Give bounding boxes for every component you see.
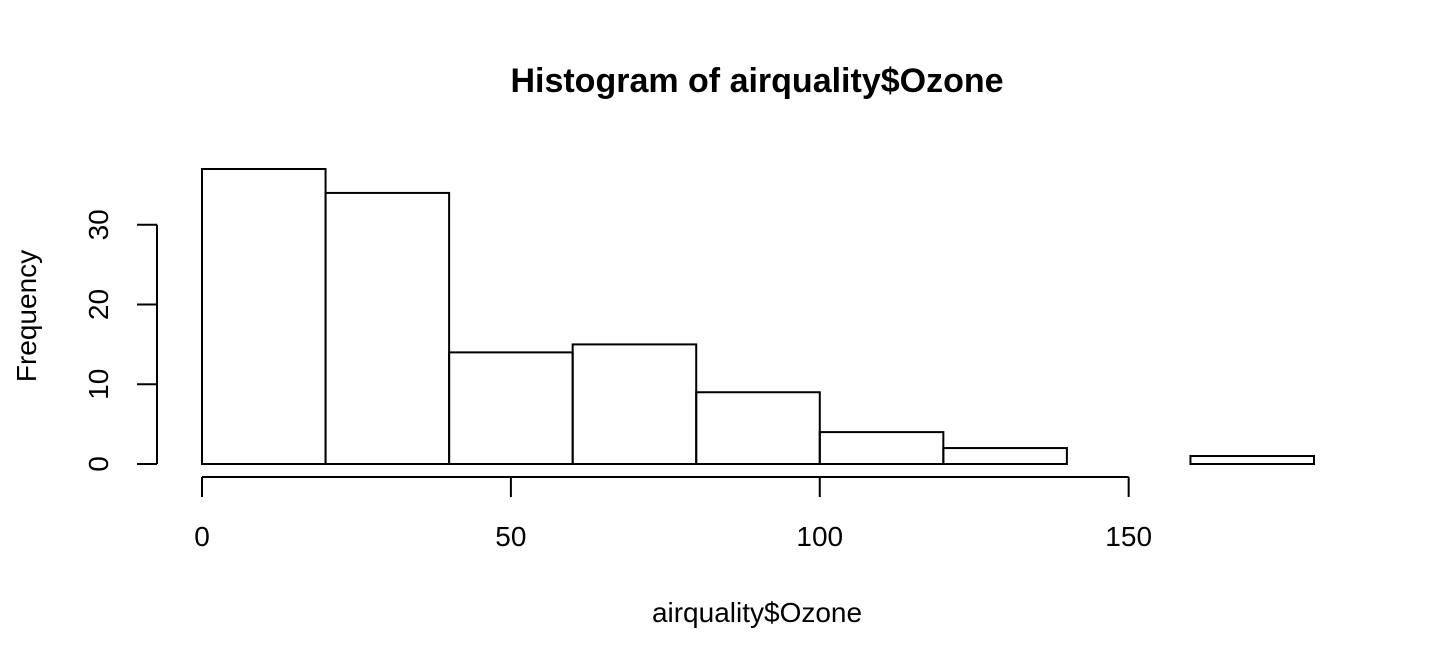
histogram-bar bbox=[818, 431, 945, 465]
x-tick-label: 100 bbox=[796, 521, 843, 552]
y-tick-label: 30 bbox=[83, 209, 114, 240]
y-tick-label: 10 bbox=[83, 369, 114, 400]
y-tick-label: 0 bbox=[83, 456, 114, 472]
histogram-bar bbox=[324, 191, 451, 465]
x-tick-label: 50 bbox=[495, 521, 526, 552]
histogram-bar bbox=[1189, 455, 1316, 466]
x-tick-label: 150 bbox=[1105, 521, 1152, 552]
x-axis-title: airquality$Ozone bbox=[652, 597, 862, 628]
histogram-bar bbox=[448, 351, 574, 466]
y-axis-title: Frequency bbox=[11, 250, 42, 382]
y-tick-label: 20 bbox=[83, 289, 114, 320]
histogram-bar bbox=[571, 343, 698, 465]
x-tick-label: 0 bbox=[194, 521, 210, 552]
histogram-bar bbox=[201, 168, 327, 465]
histogram-bar bbox=[942, 447, 1068, 465]
bars-group bbox=[201, 168, 1316, 466]
y-axis: 0 10 20 30 bbox=[83, 209, 158, 472]
histogram-bar bbox=[695, 391, 821, 466]
x-axis: 0 50 100 150 bbox=[194, 476, 1152, 552]
chart-title: Histogram of airquality$Ozone bbox=[510, 62, 1003, 100]
